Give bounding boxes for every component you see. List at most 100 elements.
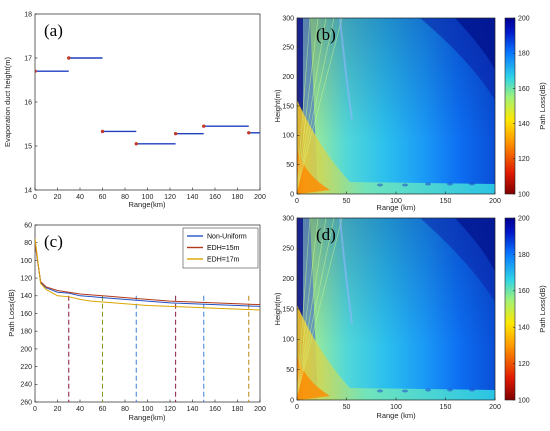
panel-d-ytick-label: 0 <box>290 397 294 404</box>
panel-c-ytick-label: 100 <box>20 258 32 265</box>
panel-c-xtick-label: 80 <box>121 406 129 413</box>
panel-b-cb-tick-label: 200 <box>518 15 530 22</box>
panel-d-cb-tick-label: 180 <box>518 252 530 259</box>
panel-a-xtick-label: 20 <box>54 194 62 201</box>
panel-d-xtick-label: 200 <box>489 404 501 411</box>
panel-a-ytick-label: 17 <box>24 55 32 62</box>
panel-a-xtick-label: 200 <box>254 194 266 201</box>
panel-b-ylabel: Height(m) <box>273 89 282 122</box>
panel-d-ytick-label: 150 <box>282 306 294 313</box>
panel-b-label: (b) <box>316 25 336 44</box>
panel-b-ytick-label: 100 <box>282 133 294 140</box>
panel-d-cb-tick-label: 160 <box>518 288 530 295</box>
panel-d-ytick-label: 50 <box>286 367 294 374</box>
panel-c-xtick-label: 100 <box>142 406 154 413</box>
series-line-1 <box>35 242 260 306</box>
panel-d-xtick-label: 100 <box>390 404 402 411</box>
panel-c-xtick-label: 60 <box>99 406 107 413</box>
panel-a-xtick-label: 80 <box>121 194 129 201</box>
panel-b-ytick-label: 50 <box>286 162 294 169</box>
panel-c-xtick-label: 160 <box>209 406 221 413</box>
panel-c-plot-area <box>35 238 260 402</box>
panel-c-x-ticks: 0 20 40 60 80 100 120 140 160 180 200 <box>33 399 266 413</box>
panel-d-xlabel: Range (km) <box>376 411 416 420</box>
panel-c-xtick-label: 40 <box>76 406 84 413</box>
panel-c-xtick-label: 180 <box>232 406 244 413</box>
duct-segment-marker <box>100 129 105 134</box>
panel-a-xtick-label: 40 <box>76 194 84 201</box>
panel-d-xtick-label: 150 <box>440 404 452 411</box>
panel-d-ytick-label: 100 <box>282 337 294 344</box>
series-line-2 <box>35 238 260 311</box>
panel-b-heatmap: 0 50 100 150 200 0 50 100 150 200 250 300 100 120 14… <box>273 15 547 212</box>
panel-b-xtick-label: 100 <box>390 198 402 205</box>
panel-a-ytick-label: 16 <box>24 99 32 106</box>
panel-a-x-ticks: 0 20 40 60 80 100 120 140 160 180 200 <box>33 187 266 201</box>
panel-a-xtick-label: 60 <box>99 194 107 201</box>
panel-c-ytick-label: 60 <box>24 222 32 229</box>
panel-c-ytick-label: 240 <box>20 382 32 389</box>
panel-b-ytick-label: 250 <box>282 45 294 52</box>
legend-label-1: EDH=15m <box>207 245 240 252</box>
panel-c-xtick-label: 120 <box>164 406 176 413</box>
panel-a-segments <box>35 56 260 146</box>
panel-b-colorbar-label: Path Loss(dB) <box>538 82 547 130</box>
panel-d-ytick-label: 300 <box>282 215 294 222</box>
panel-d-ytick-label: 200 <box>282 276 294 283</box>
panel-a-ytick-label: 14 <box>24 187 32 194</box>
panel-a-xtick-label: 100 <box>142 194 154 201</box>
panel-a-ytick-label: 15 <box>24 143 32 150</box>
panel-a-xtick-label: 180 <box>232 194 244 201</box>
panel-c-xtick-label: 0 <box>33 406 37 413</box>
panel-b-cb-tick-label: 120 <box>518 156 530 163</box>
panel-a-duct-height: 0 20 40 60 80 100 120 140 160 180 200 14 15 16 17 18 R… <box>3 11 266 209</box>
panel-d-cb-tick-label: 100 <box>518 397 530 404</box>
panel-a-axes-box <box>34 13 261 191</box>
panel-b-xtick-label: 200 <box>489 198 501 205</box>
panel-a-ytick-label: 18 <box>24 11 32 18</box>
panel-c-ytick-label: 180 <box>20 329 32 336</box>
panel-c-ytick-label: 220 <box>20 364 32 371</box>
panel-d-heatmap-image <box>297 218 495 400</box>
panel-c-xtick-label: 20 <box>54 406 62 413</box>
panel-d-colorbar-label: Path Loss(dB) <box>538 285 547 333</box>
panel-a-xlabel: Range(km) <box>128 200 166 209</box>
panel-b-x-ticks: 0 50 100 150 200 <box>295 191 501 205</box>
legend-label-2: EDH=17m <box>207 257 240 264</box>
panel-b-ytick-label: 0 <box>290 191 294 198</box>
panel-c-legend: Non-Uniform EDH=15m EDH=17m <box>182 227 259 269</box>
panel-c-xtick-label: 200 <box>254 406 266 413</box>
panel-a-xtick-label: 120 <box>164 194 176 201</box>
panel-c-ylabel: Path Loss(dB) <box>7 289 16 337</box>
panel-d-ytick-label: 250 <box>282 246 294 253</box>
panel-c-ytick-label: 160 <box>20 311 32 318</box>
panel-a-label: (a) <box>44 21 63 40</box>
panel-b-heatmap-image <box>297 18 495 194</box>
panel-b-cb-tick-label: 100 <box>518 191 530 198</box>
panel-a-xtick-label: 160 <box>209 194 221 201</box>
panel-c-y-ticks: 60 80 100 120 140 160 180 200 220 240 260 <box>20 222 38 406</box>
panel-c-label: (c) <box>44 232 63 251</box>
panel-b-cb-tick-label: 180 <box>518 51 530 58</box>
panel-b-xtick-label: 50 <box>343 198 351 205</box>
panel-b-y-ticks: 0 50 100 150 200 250 300 <box>282 15 300 198</box>
panel-a-xtick-label: 0 <box>33 194 37 201</box>
panel-b-colorbar-ticks: 100 120 140 160 180 200 <box>513 15 530 198</box>
panel-c-xtick-label: 140 <box>187 406 199 413</box>
legend-label-0: Non-Uniform <box>207 234 247 241</box>
panel-a-y-ticks: 14 15 16 17 18 <box>24 11 38 194</box>
panel-b-colorbar <box>504 17 516 195</box>
panel-a-xtick-label: 140 <box>187 194 199 201</box>
panel-b-ytick-label: 300 <box>282 15 294 22</box>
panel-b-cb-tick-label: 160 <box>518 86 530 93</box>
panel-d-ylabel: Height(m) <box>273 292 282 325</box>
panel-d-label: (d) <box>316 225 336 244</box>
panel-d-colorbar <box>504 217 516 401</box>
panel-d-cb-tick-label: 200 <box>518 215 530 222</box>
panel-c-ytick-label: 200 <box>20 346 32 353</box>
panel-c-ytick-label: 80 <box>24 240 32 247</box>
duct-segment-marker <box>173 131 178 136</box>
series-line-0 <box>35 242 260 307</box>
panel-d-xtick-label: 0 <box>295 404 299 411</box>
